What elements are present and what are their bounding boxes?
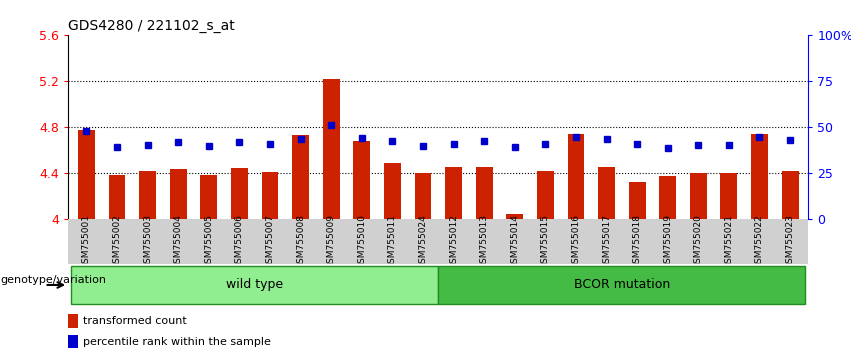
Bar bbox=[414, 173, 431, 219]
Bar bbox=[629, 182, 646, 219]
Text: wild type: wild type bbox=[226, 279, 283, 291]
Text: GSM755016: GSM755016 bbox=[571, 214, 580, 269]
Text: GSM755014: GSM755014 bbox=[511, 214, 519, 269]
Bar bbox=[170, 169, 186, 219]
Text: GSM755022: GSM755022 bbox=[755, 214, 764, 269]
Bar bbox=[292, 136, 309, 219]
Bar bbox=[231, 168, 248, 219]
Bar bbox=[476, 166, 493, 219]
Text: transformed count: transformed count bbox=[83, 316, 187, 326]
Bar bbox=[751, 134, 768, 219]
Text: BCOR mutation: BCOR mutation bbox=[574, 279, 670, 291]
Text: GSM755002: GSM755002 bbox=[112, 214, 122, 269]
Text: percentile rank within the sample: percentile rank within the sample bbox=[83, 337, 271, 347]
Text: genotype/variation: genotype/variation bbox=[1, 275, 107, 285]
Bar bbox=[140, 171, 156, 219]
Bar bbox=[200, 175, 217, 219]
Text: GSM755004: GSM755004 bbox=[174, 214, 183, 269]
Text: GSM755020: GSM755020 bbox=[694, 214, 703, 269]
Text: GSM755009: GSM755009 bbox=[327, 214, 335, 269]
Bar bbox=[261, 172, 278, 219]
Bar bbox=[445, 166, 462, 219]
Text: GSM755006: GSM755006 bbox=[235, 214, 244, 269]
Text: GSM755019: GSM755019 bbox=[663, 214, 672, 269]
Bar bbox=[68, 314, 78, 328]
Text: GSM755021: GSM755021 bbox=[724, 214, 734, 269]
Text: GSM755024: GSM755024 bbox=[419, 214, 427, 269]
Bar bbox=[660, 176, 677, 219]
FancyBboxPatch shape bbox=[438, 266, 805, 304]
Text: GSM755012: GSM755012 bbox=[449, 214, 458, 269]
Text: GSM755010: GSM755010 bbox=[357, 214, 366, 269]
Bar bbox=[109, 175, 125, 219]
Bar bbox=[782, 171, 798, 219]
Text: GSM755011: GSM755011 bbox=[388, 214, 397, 269]
Bar bbox=[506, 214, 523, 219]
Text: GSM755001: GSM755001 bbox=[82, 214, 91, 269]
Bar bbox=[78, 130, 94, 219]
Text: GSM755013: GSM755013 bbox=[480, 214, 488, 269]
Bar bbox=[537, 171, 554, 219]
Text: GDS4280 / 221102_s_at: GDS4280 / 221102_s_at bbox=[68, 19, 235, 33]
Text: GSM755023: GSM755023 bbox=[785, 214, 795, 269]
Text: GSM755018: GSM755018 bbox=[632, 214, 642, 269]
Text: GSM755017: GSM755017 bbox=[602, 214, 611, 269]
Text: GSM755003: GSM755003 bbox=[143, 214, 152, 269]
Bar bbox=[68, 335, 78, 348]
Bar bbox=[384, 163, 401, 219]
Bar bbox=[323, 79, 340, 219]
Text: GSM755007: GSM755007 bbox=[266, 214, 275, 269]
FancyBboxPatch shape bbox=[71, 266, 438, 304]
Text: GSM755005: GSM755005 bbox=[204, 214, 214, 269]
Text: GSM755015: GSM755015 bbox=[541, 214, 550, 269]
Text: GSM755008: GSM755008 bbox=[296, 214, 306, 269]
Bar bbox=[721, 173, 737, 219]
Bar bbox=[690, 173, 706, 219]
Bar bbox=[353, 141, 370, 219]
Bar bbox=[568, 134, 585, 219]
Bar bbox=[598, 166, 615, 219]
